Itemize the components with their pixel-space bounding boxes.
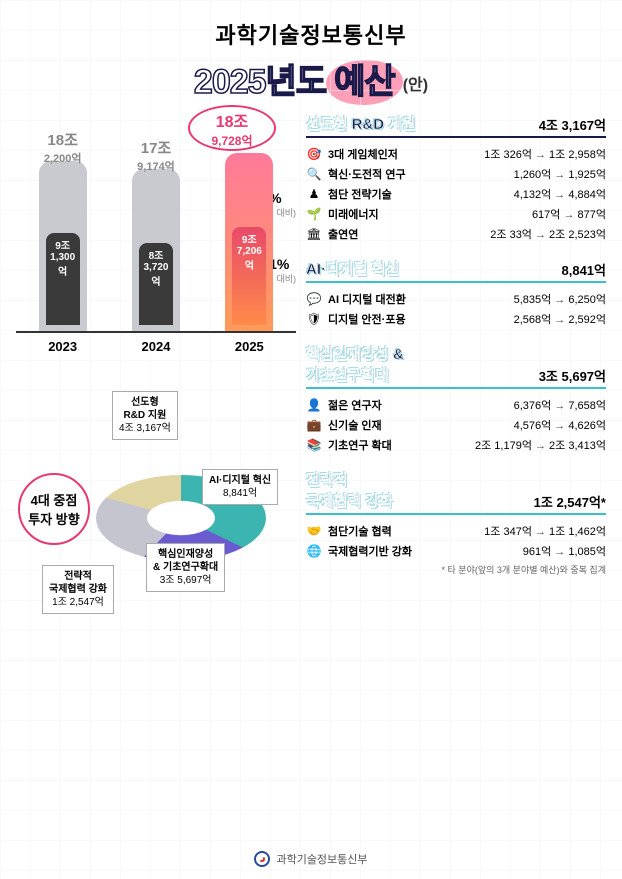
header: 과학기술정보통신부 2025년도 예산 (안) [16,18,606,103]
budget-section: 전략적 국제협력 강화 1조 2,547억* 🤝 첨단기술 협력 1조 347억… [306,469,606,576]
section-title: 선도형 R&D 지원 [306,113,416,134]
section-footnote: * 타 분야(앞의 3개 분야별 예산)와 중복 집계 [306,563,606,576]
budget-item: ♟ 첨단 전략기술 4,132억 → 4,884억 [306,184,606,204]
item-icon: 👤 [306,397,322,413]
item-icon: 📚 [306,437,322,453]
item-icon: 🎯 [306,146,322,162]
footer: 과학기술정보통신부 [0,851,622,867]
budget-item: 👤 젊은 연구자 6,376억 → 7,658억 [306,395,606,415]
total-callout: 18조 9,728억 [188,105,276,151]
draft-suffix: (안) [403,71,428,95]
callout-big: 18조 [216,108,249,132]
budget-item: 🌐 국제협력기반 강화 961억 → 1,085억 [306,541,606,561]
year-label: 2025년도 [194,54,326,103]
section-total: 3조 5,697억 [539,366,606,385]
section-total: 8,841억 [562,260,607,279]
bar-2025: 9조7,206억 [219,153,279,331]
section-title: AI·디지털 혁신 [306,258,399,279]
budget-section: 핵심인재양성 & 기초연구확대 3조 5,697억 👤 젊은 연구자 6,376… [306,343,606,455]
item-icon: 💬 [306,291,322,307]
bar-year-label: 2024 [142,339,171,354]
budget-section: 선도형 R&D 지원 4조 3,167억 🎯 3대 게임체인저 1조 326억 … [306,113,606,244]
section-title: 핵심인재양성 & 기초연구확대 [306,343,404,385]
budget-item: 🤝 첨단기술 협력 1조 347억 → 1조 1,462억 [306,521,606,541]
budget-item: 🔍 혁신·도전적 연구 1,260억 → 1,925억 [306,164,606,184]
item-icon: 💼 [306,417,322,433]
item-icon: 🔍 [306,166,322,182]
pie-segment-label: 핵심인재양성 & 기초연구확대3조 5,697억 [146,543,225,592]
callout-small: 9,728억 [211,132,252,149]
gov-logo-icon [254,851,270,867]
bar-2024: 17조9,174억 8조3,720억 [126,169,186,331]
item-icon: 🌐 [306,543,322,559]
bar-2023: 18조2,200억 9조1,300억 [33,161,93,331]
budget-item: 📚 기초연구 확대 2조 1,179억 → 2조 3,413억 [306,435,606,455]
budget-item: 🏛 출연연 2조 33억 → 2조 2,523억 [306,224,606,244]
section-total: 4조 3,167억 [539,115,606,134]
budget-item: 🌱 미래에너지 617억 → 877억 [306,204,606,224]
item-icon: 🏛 [306,226,322,242]
budget-item: 🎯 3대 게임체인저 1조 326억 → 1조 2,958억 [306,144,606,164]
item-icon: ♟ [306,186,322,202]
bar-year-label: 2025 [235,339,264,354]
budget-label: 예산 [330,54,399,103]
pie-segment-label: 선도형 R&D 지원4조 3,167억 [112,391,178,440]
pie-chart: 4대 중점 투자 방향 선도형 R&D 지원4조 3,167억 AI·디지털 혁신… [16,383,296,623]
item-icon: 🤝 [306,523,322,539]
footer-org: 과학기술정보통신부 [276,851,367,867]
bar-year-label: 2023 [48,339,77,354]
budget-item: 🛡 디지털 안전·포용 2,568억 → 2,592억 [306,309,606,329]
pie-segment-label: AI·디지털 혁신8,841억 [202,469,278,505]
yearly-bar-chart: 18조 9,728억 전체↑5.9%(2024년 대비)R&D↑16.1%(20… [16,113,296,373]
focus-badge: 4대 중점 투자 방향 [18,473,90,545]
pie-segment-label: 전략적 국제협력 강화1조 2,547억 [42,565,114,614]
section-total: 1조 2,547억* [534,492,606,511]
budget-item: 💬 AI 디지털 대전환 5,835억 → 6,250억 [306,289,606,309]
org-name: 과학기술정보통신부 [16,18,606,50]
item-icon: 🌱 [306,206,322,222]
budget-item: 💼 신기술 인재 4,576억 → 4,626억 [306,415,606,435]
section-title: 전략적 국제협력 강화 [306,469,393,511]
item-icon: 🛡 [306,311,322,327]
budget-section: AI·디지털 혁신 8,841억 💬 AI 디지털 대전환 5,835억 → 6… [306,258,606,329]
